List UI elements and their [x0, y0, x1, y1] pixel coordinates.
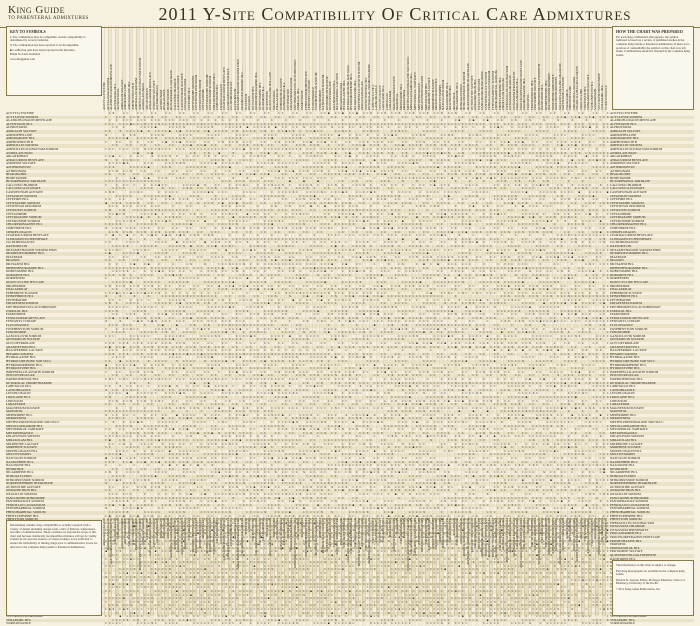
- footer-disclaimer-box: Determining whether drug compatibility i…: [6, 520, 102, 616]
- column-headers-top: ACETYLCYSTEINEACYCLOVIR SODIUMALATROFLOX…: [104, 26, 610, 112]
- how-prepared-box: HOW THE CHART WAS PREPARED For each drug…: [612, 26, 694, 110]
- row-label: VORICONAZOLE: [610, 622, 694, 626]
- logo-main: King Guide: [8, 4, 98, 16]
- credit-line: Full drug monographs are available in th…: [616, 570, 690, 577]
- credit-line: Patricia N. Luyasu, Editor, Professor Em…: [616, 579, 690, 586]
- footer-credits-box: The information on this chart is subject…: [612, 560, 694, 616]
- how-text: For each drug combination that appears, …: [616, 36, 690, 58]
- row-labels-right: ACETYLCYSTEINEACYCLOVIR SODIUMALATROFLOX…: [610, 112, 694, 512]
- row-label: VORICONAZOLE: [6, 622, 104, 626]
- footer-left-text: Determining whether drug compatibility i…: [10, 524, 98, 549]
- header: King Guide TO PARENTERAL ADMIXTURES 2011…: [0, 0, 700, 28]
- matrix-grid: CXCCCCCCCCCCCCCCCCCCCCCCCCCCCCCC■CC■CC■C…: [104, 112, 610, 512]
- page-title: 2011 Y-Site Compatibility Of Critical Ca…: [98, 4, 692, 25]
- logo-sub: TO PARENTERAL ADMIXTURES: [8, 16, 98, 22]
- credit-line: ©2011 King Guide Publications, Inc.: [616, 588, 690, 592]
- key-lines: C The combination may be compatible. Act…: [10, 36, 98, 62]
- compatibility-matrix: ACETYLCYSTEINEACYCLOVIR SODIUMALATROFLOX…: [0, 26, 700, 622]
- logo-block: King Guide TO PARENTERAL ADMIXTURES: [8, 4, 98, 22]
- row-labels-left: ACETYLCYSTEINEACYCLOVIR SODIUMALATROFLOX…: [6, 112, 104, 512]
- column-header: VORICONAZOLE: [605, 26, 609, 112]
- key-line: www.kingguide.com: [10, 58, 98, 62]
- column-label: VORICONAZOLE: [604, 85, 608, 110]
- key-line: C The combination may be compatible. Act…: [10, 36, 98, 43]
- credit-line: The information on this chart is subject…: [616, 564, 690, 568]
- key-to-symbols-box: KEY TO SYMBOLS C The combination may be …: [6, 26, 102, 96]
